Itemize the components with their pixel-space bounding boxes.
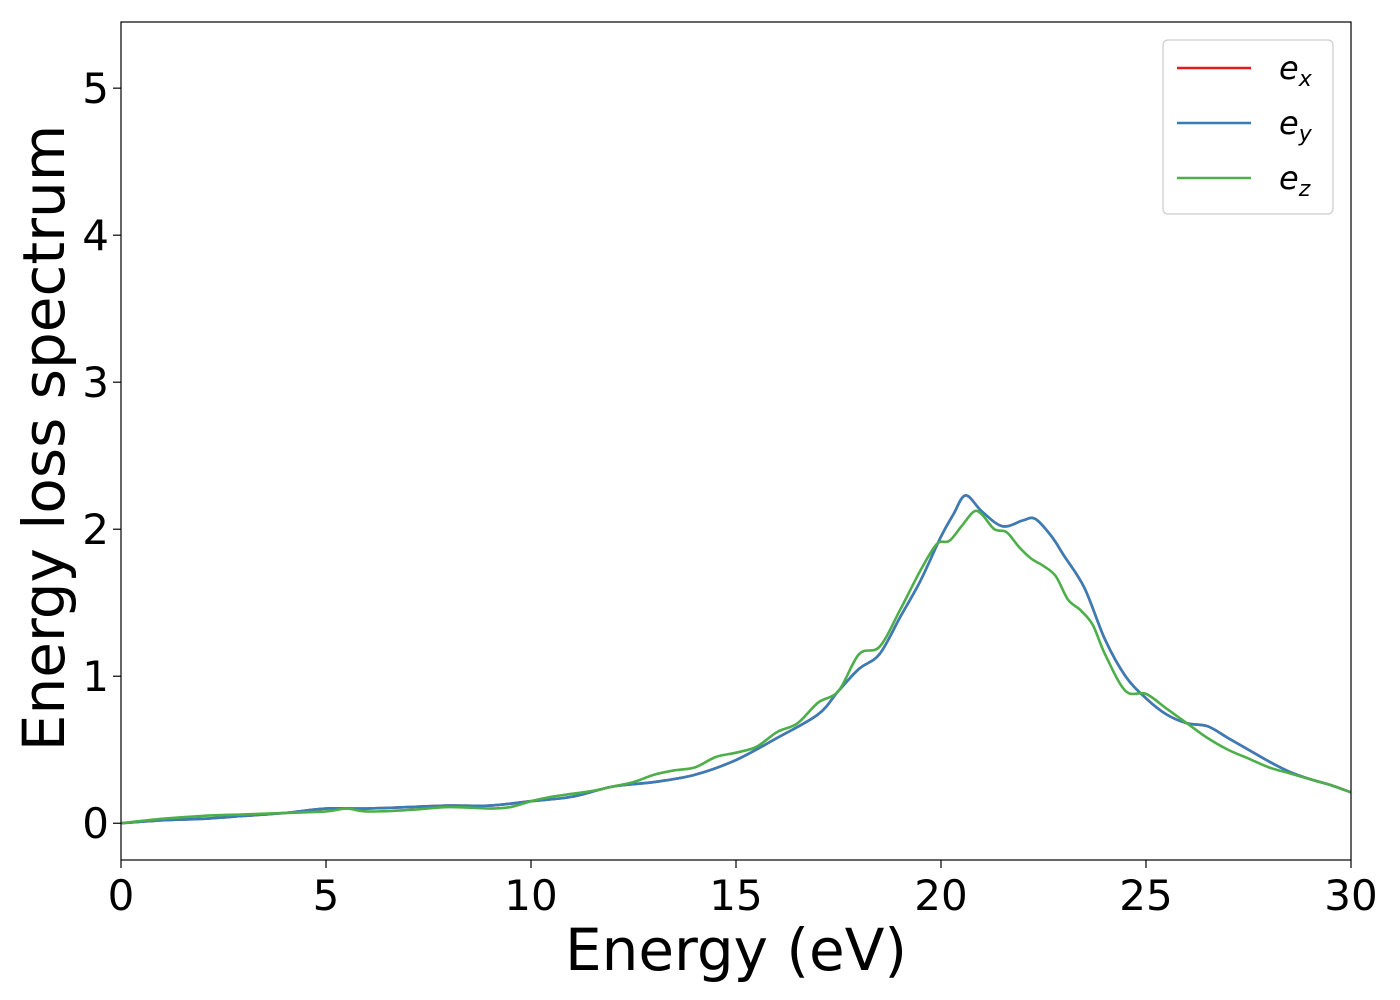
- y-tick-label: 2: [82, 505, 109, 554]
- legend: ex ey ez: [1162, 39, 1334, 215]
- legend-label-e-x: ex: [1279, 49, 1313, 92]
- series-line-e-z: [121, 509, 1351, 825]
- x-tick-label: 30: [1324, 871, 1377, 920]
- y-tick-label: 1: [82, 652, 109, 701]
- legend-box: [1162, 39, 1334, 215]
- x-axis-label: Energy (eV): [565, 916, 907, 984]
- x-tick-label: 5: [313, 871, 340, 920]
- y-tick-label: 4: [82, 211, 109, 260]
- x-tick-label: 10: [504, 871, 557, 920]
- legend-label-e-z: ez: [1279, 159, 1311, 202]
- x-axis-ticks: 0 5 10 15 20 25 30: [108, 860, 1378, 920]
- y-axis-ticks: 0 1 2 3 4 5: [82, 64, 121, 848]
- series-line-e-y: [121, 494, 1351, 825]
- x-tick-label: 25: [1119, 871, 1172, 920]
- y-tick-label: 0: [82, 799, 109, 848]
- x-tick-label: 15: [709, 871, 762, 920]
- series-line-e-x: [121, 494, 1351, 825]
- x-tick-label: 0: [108, 871, 135, 920]
- x-tick-label: 20: [914, 871, 967, 920]
- y-tick-label: 5: [82, 64, 109, 113]
- legend-label-e-y: ey: [1279, 104, 1313, 147]
- y-tick-label: 3: [82, 358, 109, 407]
- y-axis-label: Energy loss spectrum: [10, 125, 78, 751]
- series-layer: [121, 494, 1351, 825]
